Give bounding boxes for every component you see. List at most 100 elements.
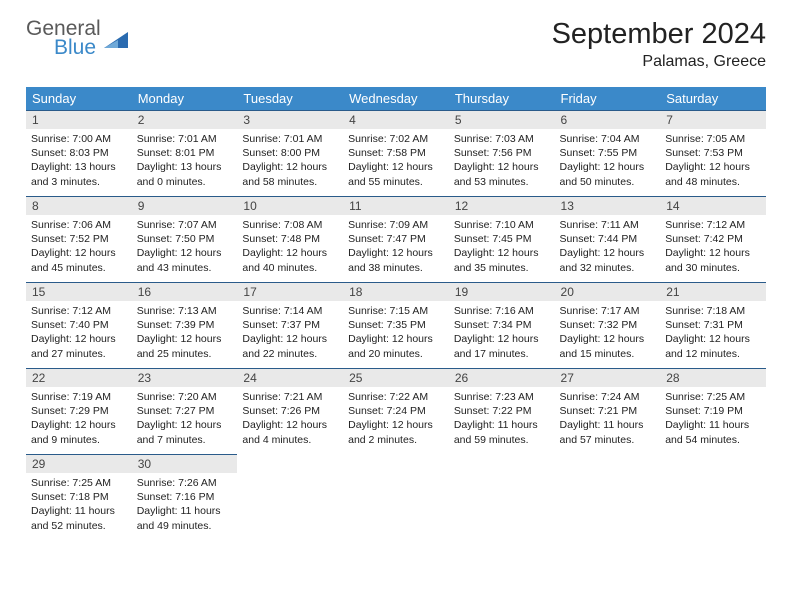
calendar-cell: 26Sunrise: 7:23 AMSunset: 7:22 PMDayligh… <box>449 369 555 455</box>
day-details: Sunrise: 7:03 AMSunset: 7:56 PMDaylight:… <box>449 129 555 193</box>
day-number: 1 <box>26 111 132 129</box>
day-details: Sunrise: 7:00 AMSunset: 8:03 PMDaylight:… <box>26 129 132 193</box>
day-details: Sunrise: 7:13 AMSunset: 7:39 PMDaylight:… <box>132 301 238 365</box>
day-details: Sunrise: 7:25 AMSunset: 7:19 PMDaylight:… <box>660 387 766 451</box>
month-title: September 2024 <box>552 18 766 51</box>
day-details: Sunrise: 7:12 AMSunset: 7:42 PMDaylight:… <box>660 215 766 279</box>
calendar-cell: 27Sunrise: 7:24 AMSunset: 7:21 PMDayligh… <box>555 369 661 455</box>
calendar-cell: 2Sunrise: 7:01 AMSunset: 8:01 PMDaylight… <box>132 111 238 197</box>
day-details: Sunrise: 7:22 AMSunset: 7:24 PMDaylight:… <box>343 387 449 451</box>
day-number: 5 <box>449 111 555 129</box>
day-number: 3 <box>237 111 343 129</box>
calendar-cell: 21Sunrise: 7:18 AMSunset: 7:31 PMDayligh… <box>660 283 766 369</box>
weekday-header: Monday <box>132 87 238 111</box>
calendar-cell: 10Sunrise: 7:08 AMSunset: 7:48 PMDayligh… <box>237 197 343 283</box>
day-details: Sunrise: 7:16 AMSunset: 7:34 PMDaylight:… <box>449 301 555 365</box>
day-number: 28 <box>660 369 766 387</box>
day-details: Sunrise: 7:06 AMSunset: 7:52 PMDaylight:… <box>26 215 132 279</box>
day-details: Sunrise: 7:23 AMSunset: 7:22 PMDaylight:… <box>449 387 555 451</box>
day-number: 17 <box>237 283 343 301</box>
calendar-row: 8Sunrise: 7:06 AMSunset: 7:52 PMDaylight… <box>26 197 766 283</box>
calendar-cell <box>660 455 766 541</box>
calendar-cell: 23Sunrise: 7:20 AMSunset: 7:27 PMDayligh… <box>132 369 238 455</box>
weekday-header: Friday <box>555 87 661 111</box>
day-details: Sunrise: 7:18 AMSunset: 7:31 PMDaylight:… <box>660 301 766 365</box>
calendar-header-row: SundayMondayTuesdayWednesdayThursdayFrid… <box>26 87 766 111</box>
day-number: 16 <box>132 283 238 301</box>
day-number: 12 <box>449 197 555 215</box>
day-details: Sunrise: 7:07 AMSunset: 7:50 PMDaylight:… <box>132 215 238 279</box>
day-number: 29 <box>26 455 132 473</box>
calendar-row: 1Sunrise: 7:00 AMSunset: 8:03 PMDaylight… <box>26 111 766 197</box>
calendar-cell: 16Sunrise: 7:13 AMSunset: 7:39 PMDayligh… <box>132 283 238 369</box>
day-number: 8 <box>26 197 132 215</box>
day-details: Sunrise: 7:04 AMSunset: 7:55 PMDaylight:… <box>555 129 661 193</box>
day-number: 15 <box>26 283 132 301</box>
calendar-cell: 3Sunrise: 7:01 AMSunset: 8:00 PMDaylight… <box>237 111 343 197</box>
logo: General Blue <box>26 18 128 58</box>
day-number: 24 <box>237 369 343 387</box>
day-number: 30 <box>132 455 238 473</box>
day-details: Sunrise: 7:08 AMSunset: 7:48 PMDaylight:… <box>237 215 343 279</box>
day-number: 7 <box>660 111 766 129</box>
day-details: Sunrise: 7:19 AMSunset: 7:29 PMDaylight:… <box>26 387 132 451</box>
location: Palamas, Greece <box>552 53 766 71</box>
day-number: 26 <box>449 369 555 387</box>
calendar-cell: 28Sunrise: 7:25 AMSunset: 7:19 PMDayligh… <box>660 369 766 455</box>
calendar-cell: 14Sunrise: 7:12 AMSunset: 7:42 PMDayligh… <box>660 197 766 283</box>
day-details: Sunrise: 7:20 AMSunset: 7:27 PMDaylight:… <box>132 387 238 451</box>
calendar-cell: 6Sunrise: 7:04 AMSunset: 7:55 PMDaylight… <box>555 111 661 197</box>
day-number: 27 <box>555 369 661 387</box>
day-number: 9 <box>132 197 238 215</box>
calendar-row: 15Sunrise: 7:12 AMSunset: 7:40 PMDayligh… <box>26 283 766 369</box>
day-details: Sunrise: 7:25 AMSunset: 7:18 PMDaylight:… <box>26 473 132 537</box>
day-number: 20 <box>555 283 661 301</box>
day-number: 19 <box>449 283 555 301</box>
calendar-cell: 7Sunrise: 7:05 AMSunset: 7:53 PMDaylight… <box>660 111 766 197</box>
logo-word-blue: Blue <box>54 37 101 58</box>
weekday-header: Sunday <box>26 87 132 111</box>
day-details: Sunrise: 7:24 AMSunset: 7:21 PMDaylight:… <box>555 387 661 451</box>
day-number: 21 <box>660 283 766 301</box>
day-details: Sunrise: 7:21 AMSunset: 7:26 PMDaylight:… <box>237 387 343 451</box>
calendar-cell <box>237 455 343 541</box>
calendar-cell: 15Sunrise: 7:12 AMSunset: 7:40 PMDayligh… <box>26 283 132 369</box>
day-details: Sunrise: 7:02 AMSunset: 7:58 PMDaylight:… <box>343 129 449 193</box>
calendar-cell: 17Sunrise: 7:14 AMSunset: 7:37 PMDayligh… <box>237 283 343 369</box>
weekday-header: Tuesday <box>237 87 343 111</box>
calendar-cell: 1Sunrise: 7:00 AMSunset: 8:03 PMDaylight… <box>26 111 132 197</box>
calendar-cell: 5Sunrise: 7:03 AMSunset: 7:56 PMDaylight… <box>449 111 555 197</box>
day-number: 6 <box>555 111 661 129</box>
day-details: Sunrise: 7:05 AMSunset: 7:53 PMDaylight:… <box>660 129 766 193</box>
day-number: 23 <box>132 369 238 387</box>
calendar-cell: 13Sunrise: 7:11 AMSunset: 7:44 PMDayligh… <box>555 197 661 283</box>
day-number: 14 <box>660 197 766 215</box>
day-details: Sunrise: 7:11 AMSunset: 7:44 PMDaylight:… <box>555 215 661 279</box>
weekday-header: Thursday <box>449 87 555 111</box>
calendar-row: 29Sunrise: 7:25 AMSunset: 7:18 PMDayligh… <box>26 455 766 541</box>
day-number: 10 <box>237 197 343 215</box>
day-details: Sunrise: 7:17 AMSunset: 7:32 PMDaylight:… <box>555 301 661 365</box>
calendar-table: SundayMondayTuesdayWednesdayThursdayFrid… <box>26 87 766 541</box>
calendar-cell: 24Sunrise: 7:21 AMSunset: 7:26 PMDayligh… <box>237 369 343 455</box>
day-number: 25 <box>343 369 449 387</box>
calendar-row: 22Sunrise: 7:19 AMSunset: 7:29 PMDayligh… <box>26 369 766 455</box>
day-number: 13 <box>555 197 661 215</box>
title-block: September 2024 Palamas, Greece <box>552 18 766 71</box>
day-details: Sunrise: 7:01 AMSunset: 8:01 PMDaylight:… <box>132 129 238 193</box>
calendar-cell: 19Sunrise: 7:16 AMSunset: 7:34 PMDayligh… <box>449 283 555 369</box>
calendar-cell: 30Sunrise: 7:26 AMSunset: 7:16 PMDayligh… <box>132 455 238 541</box>
calendar-cell: 25Sunrise: 7:22 AMSunset: 7:24 PMDayligh… <box>343 369 449 455</box>
day-details: Sunrise: 7:26 AMSunset: 7:16 PMDaylight:… <box>132 473 238 537</box>
calendar-cell: 11Sunrise: 7:09 AMSunset: 7:47 PMDayligh… <box>343 197 449 283</box>
calendar-cell: 29Sunrise: 7:25 AMSunset: 7:18 PMDayligh… <box>26 455 132 541</box>
day-number: 22 <box>26 369 132 387</box>
day-details: Sunrise: 7:09 AMSunset: 7:47 PMDaylight:… <box>343 215 449 279</box>
calendar-body: 1Sunrise: 7:00 AMSunset: 8:03 PMDaylight… <box>26 111 766 541</box>
calendar-cell: 12Sunrise: 7:10 AMSunset: 7:45 PMDayligh… <box>449 197 555 283</box>
day-number: 18 <box>343 283 449 301</box>
logo-triangle-icon <box>104 30 128 50</box>
day-details: Sunrise: 7:01 AMSunset: 8:00 PMDaylight:… <box>237 129 343 193</box>
day-details: Sunrise: 7:10 AMSunset: 7:45 PMDaylight:… <box>449 215 555 279</box>
calendar-cell: 20Sunrise: 7:17 AMSunset: 7:32 PMDayligh… <box>555 283 661 369</box>
